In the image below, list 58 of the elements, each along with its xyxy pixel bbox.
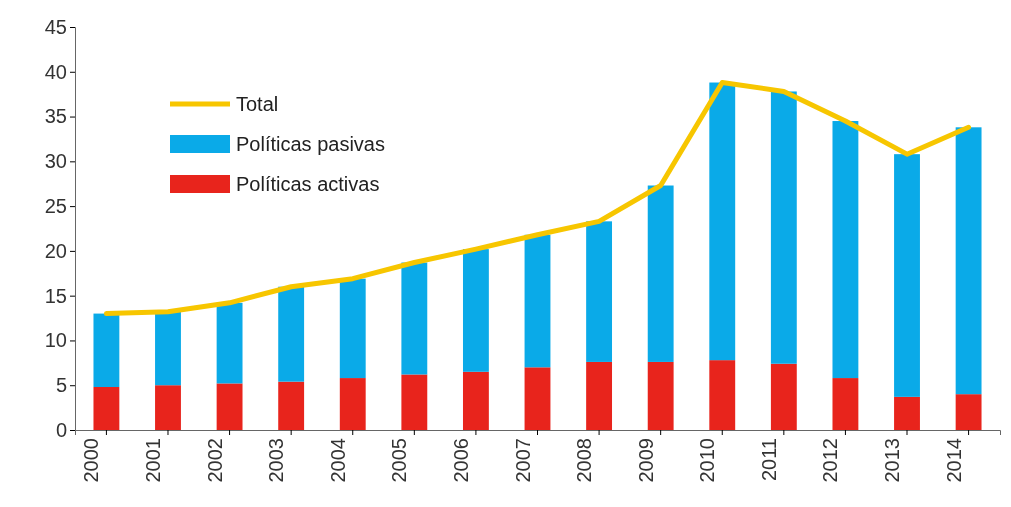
bar bbox=[339, 378, 366, 430]
bar bbox=[955, 127, 982, 395]
bar bbox=[278, 381, 305, 430]
x-tick-label: 2011 bbox=[757, 438, 780, 482]
x-tick-label: 2006 bbox=[449, 438, 472, 483]
x-tick-label: 2013 bbox=[881, 438, 904, 483]
bar bbox=[894, 154, 920, 397]
bar bbox=[647, 185, 674, 362]
legend-label: Políticas activas bbox=[236, 173, 380, 195]
y-tick-label: 25 bbox=[44, 195, 67, 218]
bar bbox=[770, 363, 797, 430]
bar bbox=[462, 371, 489, 430]
bar bbox=[894, 396, 920, 430]
bar bbox=[462, 249, 489, 372]
x-tick-label: 2005 bbox=[388, 438, 411, 483]
bar bbox=[216, 302, 243, 384]
bar bbox=[524, 367, 551, 430]
x-tick-label: 2014 bbox=[942, 438, 965, 483]
x-tick-label: 2001 bbox=[141, 438, 164, 483]
y-tick-label: 40 bbox=[44, 60, 67, 83]
y-tick-label: 15 bbox=[44, 284, 67, 307]
y-tick-label: 5 bbox=[55, 374, 67, 397]
bar bbox=[155, 311, 181, 386]
y-tick-label: 45 bbox=[44, 15, 67, 38]
y-tick-label: 10 bbox=[44, 329, 67, 352]
bar bbox=[401, 374, 428, 430]
bar bbox=[586, 361, 613, 430]
bar bbox=[401, 262, 428, 375]
bar bbox=[709, 82, 736, 361]
bar bbox=[709, 360, 736, 430]
bar bbox=[955, 394, 982, 430]
bar bbox=[647, 361, 674, 430]
bar bbox=[832, 378, 859, 430]
x-tick-label: 2009 bbox=[634, 438, 657, 483]
x-tick-label: 2008 bbox=[573, 438, 596, 483]
bar bbox=[155, 385, 181, 430]
y-tick-label: 30 bbox=[44, 150, 67, 173]
x-tick-label: 2000 bbox=[80, 438, 103, 483]
x-tick-label: 2002 bbox=[203, 438, 226, 483]
bar bbox=[216, 383, 243, 430]
y-tick-label: 20 bbox=[44, 239, 67, 262]
bar bbox=[339, 278, 366, 379]
x-tick-label: 2003 bbox=[265, 438, 288, 483]
legend-label: Políticas pasivas bbox=[236, 133, 385, 155]
bar bbox=[524, 234, 551, 368]
bar bbox=[770, 91, 797, 364]
x-tick-label: 2004 bbox=[326, 438, 349, 483]
y-tick-label: 0 bbox=[55, 418, 67, 441]
bar bbox=[586, 221, 613, 362]
x-tick-label: 2010 bbox=[696, 438, 719, 483]
bar bbox=[93, 387, 120, 430]
bar bbox=[93, 313, 120, 388]
bar bbox=[832, 121, 859, 379]
x-tick-label: 2007 bbox=[511, 438, 534, 483]
y-tick-label: 35 bbox=[44, 105, 67, 128]
legend-label: Total bbox=[236, 93, 279, 115]
bar bbox=[278, 286, 305, 382]
x-tick-label: 2012 bbox=[819, 438, 842, 483]
